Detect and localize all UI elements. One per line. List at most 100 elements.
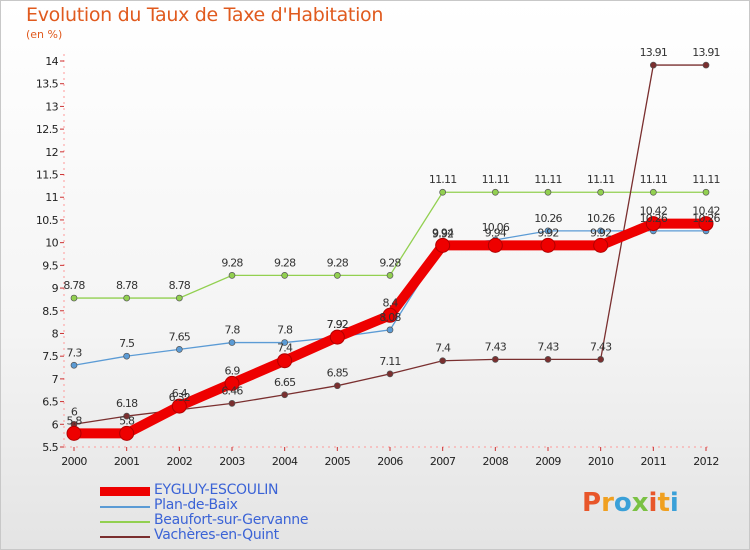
- data-label: 7.8: [224, 324, 240, 337]
- data-label: 8.08: [379, 311, 401, 324]
- data-point-eygluy: [382, 307, 398, 323]
- data-point-eygluy: [540, 237, 556, 253]
- chart-title: Evolution du Taux de Taxe d'Habitation: [26, 4, 384, 26]
- data-label: 6.4: [172, 387, 188, 400]
- data-label: 10.26: [640, 212, 668, 225]
- x-tick-label: 2008: [483, 455, 509, 468]
- data-label: 9.28: [379, 256, 401, 269]
- y-tick-label: 9: [52, 282, 59, 295]
- y-tick-label: 12: [45, 146, 58, 159]
- data-point-2: [649, 188, 657, 196]
- data-point-3: [491, 356, 499, 363]
- data-point-3: [439, 357, 447, 365]
- data-label: 8.78: [63, 279, 85, 292]
- data-point-3: [228, 400, 236, 407]
- y-tick-label: 9.5: [42, 259, 58, 272]
- data-label: 6.85: [327, 367, 349, 380]
- data-point-eygluy: [171, 398, 187, 414]
- data-label: 13.91: [640, 46, 668, 59]
- data-label: 6.32: [169, 391, 190, 404]
- data-point-2: [70, 294, 78, 302]
- x-tick-label: 2001: [114, 455, 140, 468]
- data-point-1: [544, 227, 552, 235]
- data-point-1: [70, 361, 78, 369]
- data-point-2: [702, 188, 710, 196]
- data-label: 7.11: [379, 355, 400, 368]
- chart-subtitle: (en %): [26, 28, 63, 41]
- legend-swatch: [100, 487, 150, 496]
- data-label: 8.78: [116, 279, 138, 292]
- x-tick-label: 2007: [430, 455, 456, 468]
- legend-label: EYGLUY-ESCOULIN: [154, 482, 279, 498]
- data-point-3: [649, 61, 657, 69]
- data-point-eygluy: [435, 237, 451, 253]
- data-label: 10.26: [534, 212, 562, 225]
- y-tick-label: 7.5: [42, 350, 58, 363]
- y-tick-label: 11.5: [36, 169, 59, 182]
- y-tick-label: 8.5: [42, 305, 58, 318]
- data-label: 5.8: [66, 414, 82, 427]
- x-tick-label: 2004: [272, 455, 298, 468]
- data-label: 9.92: [537, 226, 558, 239]
- data-label: 7.43: [537, 340, 559, 353]
- x-tick-label: 2002: [167, 455, 193, 468]
- data-point-eygluy: [119, 425, 135, 441]
- legend-label: Vachères-en-Quint: [154, 527, 279, 543]
- data-label: 11.11: [587, 173, 615, 186]
- legend-label: Plan-de-Baix: [154, 497, 238, 513]
- data-label: 13.91: [692, 46, 720, 59]
- y-tick-label: 5.5: [42, 441, 58, 454]
- data-label: 9.94: [485, 226, 507, 239]
- data-point-eygluy: [487, 237, 503, 253]
- brand-letter: i: [648, 488, 658, 518]
- data-label: 6.65: [274, 376, 296, 389]
- data-label: 9.28: [274, 256, 296, 269]
- data-label: 9.92: [590, 226, 611, 239]
- y-tick-label: 10: [45, 237, 58, 250]
- data-label: 8.4: [382, 296, 398, 309]
- data-point-3: [281, 391, 289, 399]
- data-point-1: [281, 339, 289, 346]
- y-tick-label: 12.5: [36, 123, 59, 136]
- data-label: 7.4: [277, 342, 293, 355]
- data-label: 9.28: [221, 256, 243, 269]
- data-label: 7.5: [119, 337, 135, 350]
- data-label: 6.9: [224, 364, 240, 377]
- data-label: 7.3: [66, 346, 82, 359]
- data-point-eygluy: [66, 425, 82, 441]
- data-point-1: [175, 346, 183, 353]
- data-point-2: [439, 188, 447, 196]
- data-label: 10.42: [692, 205, 720, 218]
- data-label: 7.43: [485, 340, 507, 353]
- data-point-2: [597, 188, 605, 196]
- data-label: 10.26: [587, 212, 615, 225]
- data-label: 11.11: [429, 173, 457, 186]
- x-tick-label: 2012: [693, 455, 719, 468]
- data-point-eygluy: [329, 329, 345, 345]
- data-point-eygluy: [698, 216, 714, 232]
- data-point-2: [491, 188, 499, 196]
- y-tick-label: 11: [45, 191, 58, 204]
- data-point-3: [123, 412, 131, 420]
- data-point-2: [544, 188, 552, 196]
- y-tick-label: 6: [52, 418, 59, 431]
- brand-letter: i: [669, 488, 679, 518]
- y-tick-label: 13: [45, 100, 58, 113]
- data-point-2: [333, 271, 341, 279]
- data-label: 5.8: [119, 414, 135, 427]
- y-tick-label: 7: [52, 373, 59, 386]
- brand-letter: t: [657, 488, 670, 518]
- y-tick-label: 8: [52, 327, 59, 340]
- data-point-1: [597, 227, 605, 235]
- data-point-3: [544, 356, 552, 363]
- data-point-2: [123, 294, 131, 302]
- data-label: 9.94: [432, 226, 454, 239]
- data-label: 7.4: [435, 342, 451, 355]
- data-point-eygluy: [645, 216, 661, 232]
- data-label: 11.11: [482, 173, 510, 186]
- data-label: 7.92: [327, 318, 348, 331]
- y-tick-label: 13.5: [36, 78, 59, 91]
- data-point-1: [123, 352, 131, 360]
- x-tick-label: 2006: [377, 455, 403, 468]
